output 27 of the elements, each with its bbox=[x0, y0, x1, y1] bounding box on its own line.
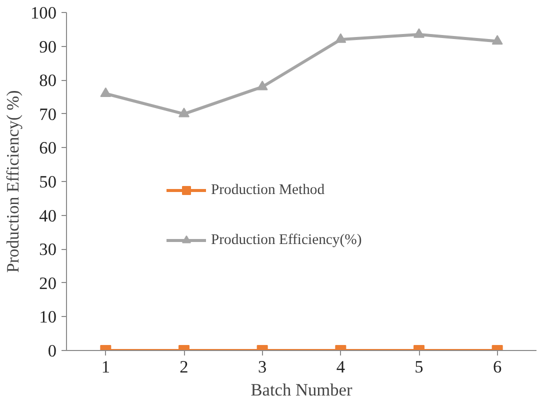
point bbox=[492, 34, 503, 45]
y-tick-label: 80 bbox=[39, 71, 56, 90]
point bbox=[414, 28, 424, 38]
x-axis-title: Batch Number bbox=[250, 380, 352, 400]
y-tick-label: 100 bbox=[30, 4, 57, 22]
x-tick-label: 3 bbox=[258, 358, 267, 376]
point bbox=[100, 87, 112, 98]
y-tick-label: 40 bbox=[39, 206, 56, 226]
y-tick-label: 0 bbox=[48, 342, 57, 360]
legend-label: Production Efficiency(%) bbox=[211, 232, 362, 248]
y-axis-title: Production Efficiency( %) bbox=[4, 90, 23, 273]
point bbox=[335, 33, 346, 43]
legend-label: Production Method bbox=[211, 182, 325, 198]
x-tick-label: 2 bbox=[180, 358, 188, 376]
y-tick-label: 30 bbox=[39, 240, 56, 260]
x-tick-label: 6 bbox=[493, 358, 502, 376]
y-tick-label: 20 bbox=[39, 274, 56, 293]
x-tick-label: 4 bbox=[336, 358, 346, 376]
y-tick-label: 70 bbox=[39, 104, 56, 124]
y-tick-label: 50 bbox=[39, 172, 56, 192]
y-tick-label: 60 bbox=[39, 138, 56, 158]
point bbox=[178, 108, 190, 118]
y-tick-label: 10 bbox=[39, 308, 56, 327]
x-tick-label: 1 bbox=[101, 358, 110, 376]
x-tick-label: 5 bbox=[414, 358, 424, 376]
point bbox=[256, 80, 268, 90]
y-tick-label: 90 bbox=[39, 37, 56, 56]
